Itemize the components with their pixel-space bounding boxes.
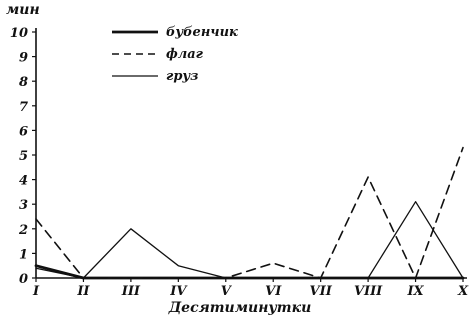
y-tick-labels: 0 1 2 3 4 5 6 7 8 9 10 xyxy=(10,26,36,287)
legend-label: флаг xyxy=(166,47,204,62)
y-tick-label: 1 xyxy=(19,247,28,262)
legend-label: бубенчик xyxy=(166,25,238,40)
x-tick-label: VI xyxy=(265,284,282,299)
x-tick-label: V xyxy=(221,284,233,299)
x-tick-label: I xyxy=(32,284,40,299)
series-lines xyxy=(34,146,465,280)
y-axis-title: мин xyxy=(6,2,40,18)
legend-label: груз xyxy=(166,69,198,84)
y-tick-label: 4 xyxy=(19,174,28,189)
x-tick-labels: I II III IV V VI VII VIII IX X xyxy=(32,278,469,299)
x-tick-label: IV xyxy=(169,284,188,299)
y-tick-label: 8 xyxy=(19,75,28,90)
axes xyxy=(35,28,467,279)
x-tick-label: X xyxy=(457,284,469,299)
x-tick-label: IX xyxy=(406,284,424,299)
x-axis-title: Десятиминутки xyxy=(168,300,312,316)
y-tick-label: 0 xyxy=(19,272,28,287)
legend: бубенчик флаг груз xyxy=(112,25,238,84)
y-tick-label: 3 xyxy=(19,198,28,213)
series-line-1 xyxy=(34,264,465,280)
x-tick-label: II xyxy=(76,284,90,299)
y-tick-label: 5 xyxy=(19,149,28,164)
y-tick-label: 9 xyxy=(19,51,28,66)
y-tick-label: 2 xyxy=(18,223,28,238)
y-tick-label: 6 xyxy=(19,124,28,139)
y-tick-label: 7 xyxy=(19,100,28,115)
y-tick-label: 10 xyxy=(10,26,28,41)
x-tick-label: III xyxy=(121,284,141,299)
series-line-2 xyxy=(35,146,464,279)
series-line-3 xyxy=(35,201,464,279)
x-tick-label: VII xyxy=(310,284,333,299)
x-tick-label: VIII xyxy=(354,284,383,299)
